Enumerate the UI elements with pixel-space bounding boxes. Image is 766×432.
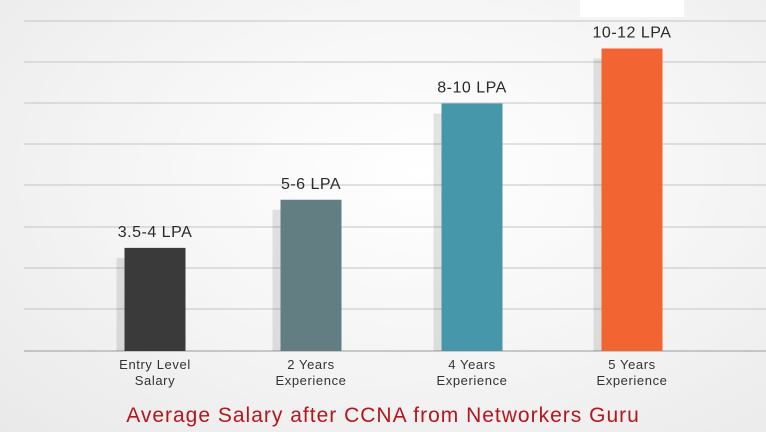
bars bbox=[116, 48, 663, 351]
data-labels: 3.5-4 LPA 5-6 LPA 8-10 LPA 10-12 LPA bbox=[118, 0, 684, 241]
bar bbox=[124, 247, 186, 351]
data-label: 5-6 LPA bbox=[281, 176, 341, 193]
category-label: 2 Years bbox=[287, 357, 335, 372]
data-label: 10-12 LPA bbox=[593, 25, 672, 42]
data-label: 8-10 LPA bbox=[437, 80, 507, 97]
category-label: Salary bbox=[135, 373, 175, 388]
salary-bar-chart: 3.5-4 LPA 5-6 LPA 8-10 LPA 10-12 LPA Entry … bbox=[24, 0, 766, 388]
bar bbox=[601, 48, 663, 351]
data-label-background bbox=[580, 0, 684, 17]
category-label: 5 Years bbox=[608, 357, 656, 372]
category-label: 4 Years bbox=[448, 357, 496, 372]
chart-title: Average Salary after CCNA from Networker… bbox=[126, 404, 640, 427]
data-label: 3.5-4 LPA bbox=[118, 224, 192, 241]
category-label: Experience bbox=[596, 373, 667, 388]
category-label: Experience bbox=[436, 373, 507, 388]
bar bbox=[441, 103, 503, 351]
bar bbox=[280, 199, 342, 351]
category-label: Experience bbox=[275, 373, 346, 388]
category-label: Entry Level bbox=[119, 357, 191, 372]
